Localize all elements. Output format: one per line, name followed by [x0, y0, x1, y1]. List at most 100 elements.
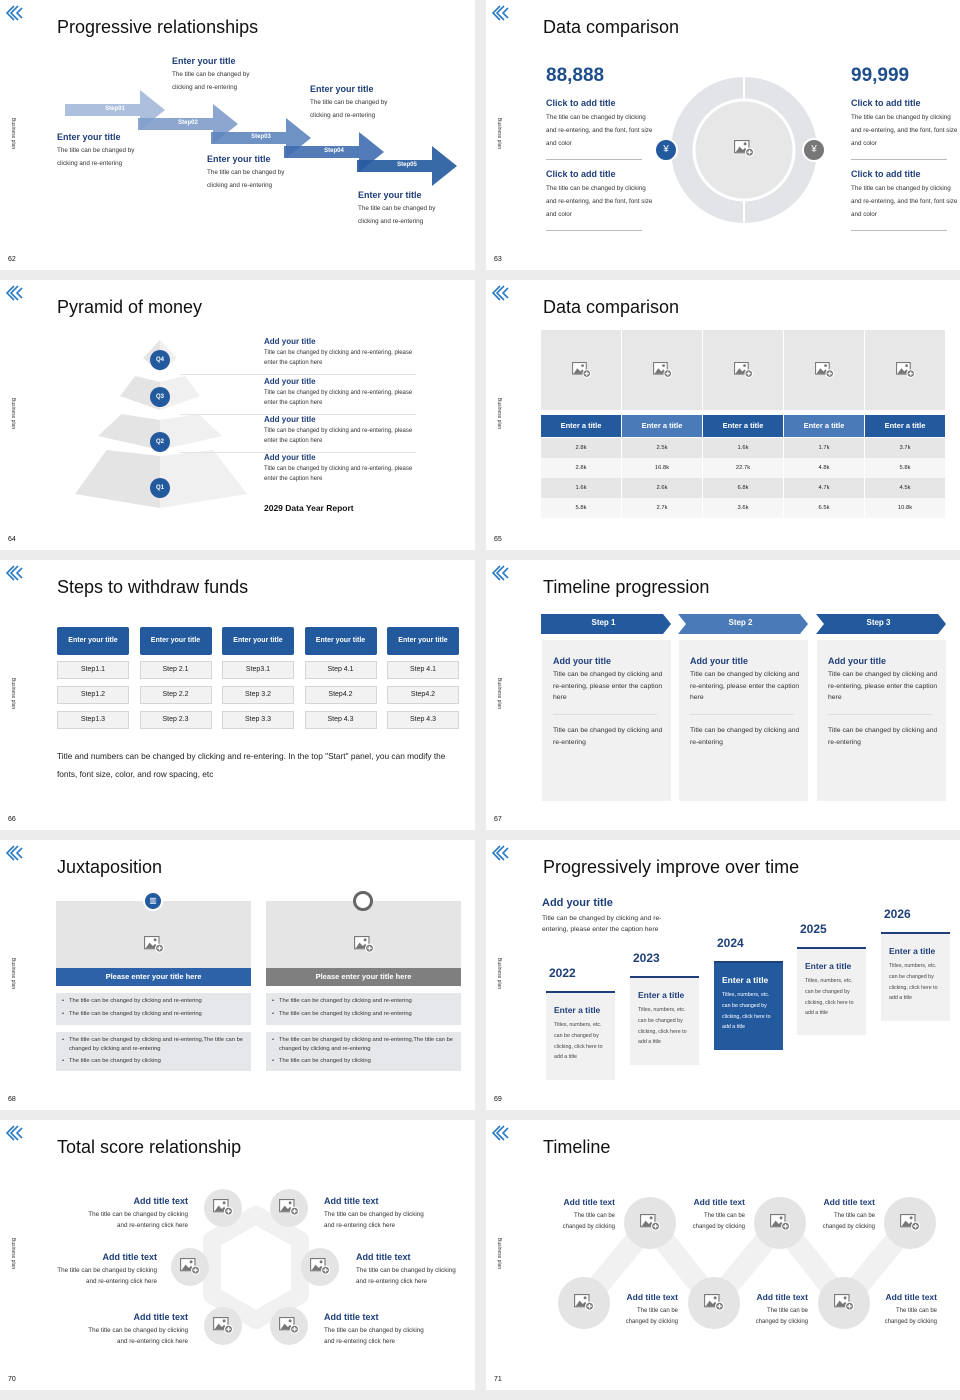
- image-placeholder-icon[interactable]: [354, 936, 375, 953]
- column-header[interactable]: Enter your title: [222, 627, 294, 655]
- table-cell: 2.8k: [541, 458, 621, 478]
- column-header[interactable]: Enter your title: [304, 627, 377, 655]
- slide-69[interactable]: Progressively improve over time Business …: [486, 840, 960, 1110]
- item-title: Enter your title: [57, 132, 121, 142]
- step-label: Step 2: [728, 618, 753, 627]
- item-title: Click to add title: [851, 98, 921, 108]
- column-header[interactable]: Enter your title: [387, 627, 459, 655]
- image-placeholder-icon[interactable]: [144, 936, 165, 953]
- step-box[interactable]: Step4.2: [304, 686, 377, 704]
- step-box[interactable]: Step1.1: [57, 661, 129, 679]
- year-card[interactable]: [881, 932, 950, 1021]
- column-header[interactable]: Enter your title: [57, 627, 129, 655]
- image-placeholder-icon[interactable]: [734, 140, 755, 157]
- image-placeholder-icon[interactable]: [572, 362, 592, 378]
- year-card[interactable]: [714, 961, 783, 1050]
- item-title: Add title text: [133, 1312, 188, 1322]
- image-placeholder-icon[interactable]: [900, 1214, 921, 1231]
- table-cell: 6.8k: [703, 478, 783, 498]
- image-placeholder-icon[interactable]: [770, 1214, 791, 1231]
- step-chevron: [816, 614, 946, 634]
- item-title: Add title text: [324, 1312, 379, 1322]
- bullet-box: • The title can be changed by clicking an…: [266, 1032, 461, 1071]
- divider: [180, 374, 416, 375]
- slide-title: Timeline: [543, 1137, 611, 1157]
- slide-71[interactable]: Timeline Business plan 71 Add title text The…: [486, 1120, 960, 1390]
- divider: [851, 230, 947, 231]
- step-body: Title can be changed by clicking and re-…: [828, 671, 938, 701]
- bullet-dot: •: [62, 1037, 65, 1043]
- column-header[interactable]: Enter a title: [541, 415, 621, 437]
- page-number: 62: [8, 256, 16, 263]
- pie-chart-icon: [353, 891, 373, 911]
- column-header[interactable]: Enter your title: [139, 627, 212, 655]
- item-title: Click to add title: [546, 98, 616, 108]
- item-title: Add your title: [264, 415, 316, 424]
- slide-64[interactable]: Pyramid of money Business plan 64 Q4 Q3 Q2 Q1 A…: [0, 280, 475, 550]
- slide-63[interactable]: Data comparison Business plan 63 ¥ ¥88,888 Cl…: [486, 0, 960, 270]
- pyramid-graphic: [75, 340, 247, 508]
- table-cell: 3.7k: [865, 438, 945, 458]
- slide-70[interactable]: Total score relationship Business plan 70 A…: [0, 1120, 475, 1390]
- image-placeholder-icon[interactable]: [310, 1258, 331, 1275]
- column-header[interactable]: Enter a title: [622, 415, 702, 437]
- step-box[interactable]: Step 2.3: [139, 711, 212, 729]
- step-box[interactable]: Step 2.1: [139, 661, 212, 679]
- step-body-secondary: Title can be changed by clicking and re-…: [690, 727, 800, 746]
- image-placeholder-icon[interactable]: [574, 1294, 595, 1311]
- bullet-text: The title can be changed by clicking and…: [279, 1010, 412, 1017]
- year-label: 2024: [717, 936, 744, 950]
- step-box[interactable]: Step 4.3: [387, 711, 459, 729]
- item-title: Add title text: [626, 1292, 678, 1302]
- image-placeholder-icon[interactable]: [640, 1214, 661, 1231]
- image-placeholder-icon[interactable]: [896, 362, 916, 378]
- image-placeholder-icon[interactable]: [815, 362, 835, 378]
- image-placeholder-icon[interactable]: [279, 1199, 300, 1216]
- step-box[interactable]: Step 3.2: [222, 686, 294, 704]
- intro-title: Add your title: [542, 897, 613, 909]
- step-box[interactable]: Step 4.3: [304, 711, 377, 729]
- column-header[interactable]: Enter a title: [865, 415, 945, 437]
- card-title: Enter a title: [805, 961, 852, 971]
- image-placeholder-icon[interactable]: [180, 1258, 201, 1275]
- step-box[interactable]: Step3.1: [222, 661, 294, 679]
- image-placeholder-icon[interactable]: [213, 1199, 234, 1216]
- image-placeholder-icon[interactable]: [213, 1317, 234, 1334]
- image-placeholder-icon[interactable]: [704, 1294, 725, 1311]
- item-body: The title can be changed by clicking: [884, 1308, 937, 1325]
- page-number: 63: [494, 256, 502, 263]
- step-box[interactable]: Step1.2: [57, 686, 129, 704]
- year-card[interactable]: [546, 991, 615, 1080]
- brand-logo: [5, 1125, 23, 1141]
- step-box[interactable]: Step 4.1: [387, 661, 459, 679]
- brand-logo: [491, 1125, 509, 1141]
- stat-number: 88,888: [546, 65, 605, 86]
- slide-62[interactable]: Progressive relationships Business plan 62…: [0, 0, 475, 270]
- item-title: Add title text: [756, 1292, 808, 1302]
- step-box[interactable]: Step1.3: [57, 711, 129, 729]
- brand-logo: [5, 565, 23, 581]
- year-card[interactable]: [797, 947, 866, 1035]
- slide-68[interactable]: Juxtaposition Business plan 68 ▥ Please ente…: [0, 840, 475, 1110]
- step-box[interactable]: Step 2.2: [139, 686, 212, 704]
- column-header[interactable]: Enter a title: [784, 415, 864, 437]
- image-placeholder-icon[interactable]: [653, 362, 673, 378]
- side-label: Business plan: [10, 678, 16, 710]
- image-placeholder-icon[interactable]: [834, 1294, 855, 1311]
- step-label: Step 1: [591, 618, 616, 627]
- step-box[interactable]: Step4.2: [387, 686, 459, 704]
- item-body: The title can be changed by clicking and…: [851, 185, 958, 218]
- step-box[interactable]: Step 4.1: [304, 661, 377, 679]
- column-header[interactable]: Enter a title: [703, 415, 783, 437]
- image-placeholder-icon[interactable]: [734, 362, 754, 378]
- step-label: Step 3: [866, 618, 891, 627]
- slide-title: Steps to withdraw funds: [57, 577, 249, 597]
- slide-67[interactable]: Timeline progression Business plan 67 Step …: [486, 560, 960, 830]
- year-card[interactable]: [630, 976, 699, 1065]
- step-box[interactable]: Step 3.3: [222, 711, 294, 729]
- image-placeholder-icon[interactable]: [279, 1317, 300, 1334]
- slide-65[interactable]: Data comparison Business plan 65 Enter a ti…: [486, 280, 960, 550]
- table-cell: 10.8k: [865, 498, 945, 518]
- slide-66[interactable]: Steps to withdraw funds Business plan 66 En…: [0, 560, 475, 830]
- page-number: 71: [494, 1376, 502, 1383]
